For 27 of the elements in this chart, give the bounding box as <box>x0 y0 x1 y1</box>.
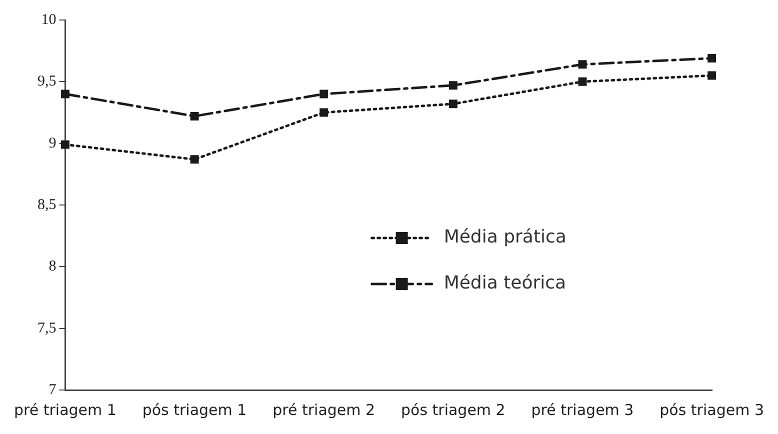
y-tick-label: 9,5 <box>37 74 56 90</box>
y-tick-label: 8,5 <box>37 196 56 213</box>
y-tick-label: 8 <box>48 258 56 275</box>
point <box>578 60 587 69</box>
point <box>60 140 70 149</box>
point <box>60 90 70 98</box>
x-tick-label: pré triagem 3 <box>531 400 634 419</box>
x-tick-label: pré triagem 2 <box>272 400 376 419</box>
point <box>448 81 458 90</box>
point <box>190 155 199 164</box>
point <box>320 108 328 117</box>
point <box>708 54 716 62</box>
y-tick-label: 7 <box>48 382 57 398</box>
y-tick-label: 7,5 <box>37 320 56 336</box>
legend-label: Média teórica <box>444 272 566 294</box>
x-tick-label: pré triagem 1 <box>14 400 116 419</box>
point <box>708 71 716 80</box>
x-tick-label: pós triagem 3 <box>660 400 764 419</box>
point <box>190 112 199 120</box>
y-tick-label: 9 <box>48 135 56 152</box>
x-tick-label: pós triagem 1 <box>142 400 247 419</box>
point <box>578 77 587 86</box>
point <box>320 90 328 98</box>
legend-label: Média prática <box>444 226 566 248</box>
x-tick-label: pós triagem 2 <box>400 400 506 419</box>
y-tick-label: 10 <box>41 12 56 28</box>
point <box>448 100 458 108</box>
